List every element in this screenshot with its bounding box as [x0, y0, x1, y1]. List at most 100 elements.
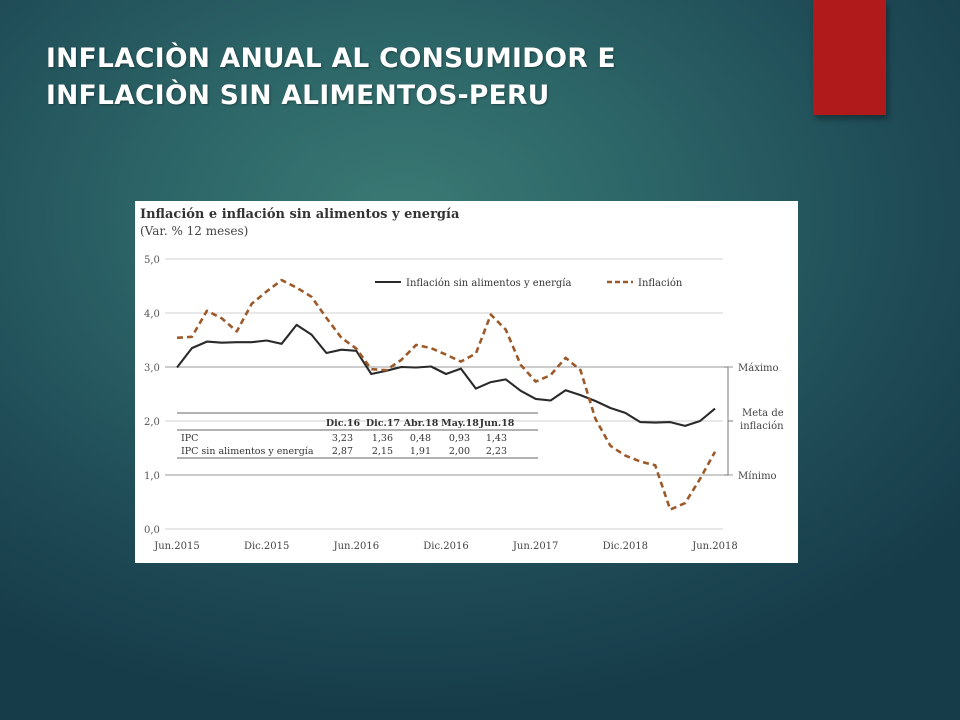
y-tick-label: 0,0 — [144, 525, 160, 536]
slide-title: INFLACIÒN ANUAL AL CONSUMIDOR E INFLACIÒ… — [46, 40, 806, 114]
x-tick-label: Jun.2016 — [333, 541, 380, 552]
data-table: Dic.16 Dic.17 Abr.18 May.18 Jun.18 IPC 3,23 1,3… — [177, 412, 538, 459]
data-point — [610, 407, 611, 408]
min-label: Mínimo — [738, 471, 777, 482]
legend-label: Inflación — [638, 278, 683, 289]
data-point — [685, 425, 686, 426]
slide-title-line-2: INFLACIÒN SIN ALIMENTOS-PERU — [46, 80, 550, 111]
data-point — [371, 373, 372, 374]
table-cell: 2,00 — [449, 446, 470, 457]
max-label: Máximo — [738, 363, 779, 374]
x-tick-label: Dic.2016 — [423, 541, 468, 552]
data-point — [445, 373, 446, 374]
red-accent-bar — [813, 0, 886, 115]
data-point — [326, 352, 327, 353]
data-point — [176, 337, 177, 338]
data-point — [416, 344, 417, 345]
data-point — [505, 379, 506, 380]
y-tick-label: 2,0 — [144, 417, 160, 428]
data-point — [356, 348, 357, 349]
chart-title: Inflación e inflación sin alimentos y en… — [140, 207, 460, 222]
target-annotations: Máximo Meta de inflación Mínimo — [724, 363, 784, 482]
data-point — [236, 342, 237, 343]
data-point — [341, 337, 342, 338]
data-point — [266, 291, 267, 292]
data-point — [191, 336, 192, 337]
table-cell: 0,93 — [449, 433, 470, 444]
data-point — [460, 368, 461, 369]
chart-subtitle: (Var. % 12 meses) — [140, 224, 248, 238]
data-point — [565, 357, 566, 358]
data-point — [460, 361, 461, 362]
y-tick-label: 1,0 — [144, 471, 160, 482]
data-point — [580, 394, 581, 395]
inflation-chart: Inflación e inflación sin alimentos y en… — [140, 207, 784, 552]
data-point — [296, 324, 297, 325]
table-row-label: IPC sin alimentos y energía — [181, 446, 314, 457]
data-point — [535, 381, 536, 382]
data-point — [655, 465, 656, 466]
data-point — [206, 310, 207, 311]
table-cell: 1,43 — [486, 433, 507, 444]
data-point — [550, 400, 551, 401]
table-cell: 2,23 — [486, 446, 507, 457]
inflation-line — [176, 278, 717, 511]
data-point — [595, 418, 596, 419]
table-column-header: Jun.18 — [479, 418, 515, 429]
x-tick-label: Jun.2017 — [512, 541, 559, 552]
table-cell: 1,36 — [372, 433, 393, 444]
x-tick-label: Dic.2015 — [244, 541, 289, 552]
data-point — [251, 303, 252, 304]
table-column-header: May.18 — [441, 418, 479, 429]
data-point — [206, 341, 207, 342]
table-cell: 0,48 — [410, 433, 431, 444]
data-point — [655, 422, 656, 423]
data-point — [699, 478, 700, 479]
data-point — [445, 354, 446, 355]
table-cell: 2,15 — [372, 446, 393, 457]
data-point — [520, 364, 521, 365]
grid — [165, 258, 733, 530]
data-point — [266, 340, 267, 341]
data-point — [640, 421, 641, 422]
data-point — [640, 461, 641, 462]
legend-label: Inflación sin alimentos y energía — [406, 278, 571, 289]
data-point — [221, 318, 222, 319]
data-point — [311, 296, 312, 297]
data-point — [176, 367, 177, 368]
data-point — [221, 342, 222, 343]
core-inflation-line — [176, 323, 716, 427]
series — [176, 278, 717, 511]
target-label-line-2: inflación — [740, 421, 784, 432]
table-cell: 2,87 — [332, 446, 353, 457]
data-point — [535, 398, 536, 399]
data-point — [565, 390, 566, 391]
data-point — [430, 366, 431, 367]
x-tick-label: Jun.2015 — [153, 541, 200, 552]
data-point — [595, 400, 596, 401]
table-column-header: Dic.16 — [326, 418, 361, 429]
data-point — [401, 366, 402, 367]
data-point — [610, 445, 611, 446]
data-point — [670, 509, 671, 510]
data-point — [326, 317, 327, 318]
data-point — [281, 343, 282, 344]
data-point — [685, 502, 686, 503]
data-point — [580, 370, 581, 371]
table-cell: 1,91 — [410, 446, 431, 457]
data-point — [386, 370, 387, 371]
data-point — [251, 342, 252, 343]
data-point — [625, 412, 626, 413]
data-point — [714, 408, 715, 409]
data-point — [341, 349, 342, 350]
axes: 0,0 1,0 2,0 3,0 4,0 5,0 Jun.2015 Dic.2015 Jun.20… — [144, 255, 738, 552]
data-point — [505, 329, 506, 330]
table-row-label: IPC — [181, 433, 198, 444]
data-point — [490, 314, 491, 315]
data-point — [311, 334, 312, 335]
y-tick-label: 3,0 — [144, 363, 160, 374]
data-point — [670, 421, 671, 422]
x-tick-label: Jun.2018 — [691, 541, 738, 552]
target-label-line-1: Meta de — [742, 408, 784, 419]
data-point — [490, 382, 491, 383]
